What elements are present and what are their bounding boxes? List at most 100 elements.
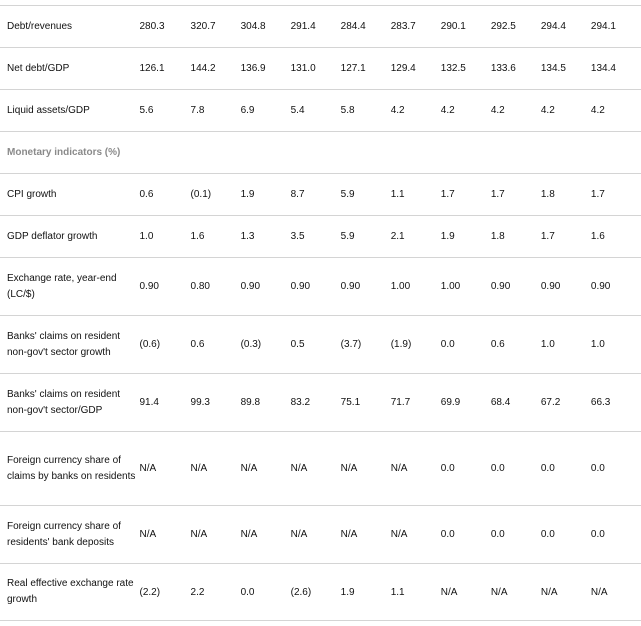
table-cell: 0.0: [440, 529, 455, 540]
table-cell: 2.1: [390, 231, 405, 242]
row-label: Debt/revenues: [7, 20, 73, 32]
table-cell: 91.4: [139, 397, 159, 408]
table-cell: 1.8: [540, 189, 555, 200]
table-cell: (2.6): [290, 586, 312, 598]
table-cell: 69.9: [440, 397, 461, 408]
table-cell: 66.3: [590, 397, 611, 408]
table-cell: 0.80: [190, 281, 210, 292]
table-cell: 127.1: [340, 63, 366, 74]
table-row: Net debt/GDP 126.1 144.2 136.9 131.0 127.1 129…: [0, 47, 641, 89]
table-cell: 1.7: [590, 189, 605, 200]
table-cell: 126.1: [139, 63, 165, 74]
table-cell: 1.7: [440, 189, 455, 200]
table-cell: 4.2: [440, 105, 455, 116]
table-cell: 3.5: [290, 231, 305, 242]
table-cell: N/A: [590, 586, 608, 598]
table-cell: N/A: [390, 463, 408, 474]
table-cell: (0.1): [190, 189, 212, 200]
table-row: Foreign currency share of claims by bank…: [0, 431, 641, 505]
table-cell: 89.8: [240, 397, 261, 408]
table-cell: 1.1: [390, 586, 405, 598]
table-cell: 67.2: [540, 397, 561, 408]
table-row: Real effective exchange rate growth (2.2)…: [0, 563, 641, 621]
row-label: CPI growth: [7, 188, 57, 200]
table-cell: 1.3: [240, 231, 255, 242]
table-cell: (0.6): [139, 339, 161, 350]
table-cell: 5.6: [139, 105, 154, 116]
table-cell: N/A: [340, 529, 358, 540]
table-cell: 0.90: [340, 281, 361, 292]
table-cell: N/A: [139, 529, 157, 540]
table-cell: 1.00: [440, 281, 461, 292]
table-row: CPI growth 0.6 (0.1) 1.9 8.7 5.9 1.1 1.7 1.7 1.8 1…: [0, 173, 641, 215]
table-cell: (3.7): [340, 339, 362, 350]
table-cell: 4.2: [390, 105, 405, 116]
table-cell: N/A: [490, 586, 508, 598]
table-cell: 304.8: [240, 21, 266, 32]
table-cell: N/A: [540, 586, 558, 598]
table-cell: 129.4: [390, 63, 416, 74]
table-row: Liquid assets/GDP 5.6 7.8 6.9 5.4 5.8 4.2 4.2 4.…: [0, 89, 641, 131]
table-cell: 71.7: [390, 397, 411, 408]
table-cell: 5.8: [340, 105, 355, 116]
table-cell: 1.9: [340, 586, 355, 598]
table-cell: 5.9: [340, 231, 355, 242]
table-row: Foreign currency share of residents' ban…: [0, 505, 641, 563]
table-cell: 0.6: [490, 339, 505, 350]
table-cell: 0.90: [139, 281, 159, 292]
table-cell: 0.90: [290, 281, 311, 292]
table-cell: 320.7: [190, 21, 216, 32]
row-label: Foreign currency share of claims by bank…: [7, 454, 136, 482]
table-cell: 0.90: [490, 281, 511, 292]
table-cell: 1.6: [590, 231, 605, 242]
table-cell: N/A: [190, 529, 208, 540]
table-cell: 1.00: [390, 281, 411, 292]
row-label: Net debt/GDP: [7, 62, 70, 74]
table-cell: (1.9): [390, 339, 412, 350]
table-cell: N/A: [240, 529, 258, 540]
table-cell: (2.2): [139, 586, 161, 598]
table-cell: 7.8: [190, 105, 205, 116]
table-cell: 1.6: [190, 231, 205, 242]
table-cell: 0.90: [240, 281, 261, 292]
table-cell: N/A: [139, 463, 157, 474]
table-cell: 83.2: [290, 397, 311, 408]
table-cell: 6.9: [240, 105, 255, 116]
table-cell: 134.5: [540, 63, 566, 74]
table-cell: 284.4: [340, 21, 366, 32]
table-cell: N/A: [190, 463, 208, 474]
data-table: Debt/revenues 280.3 320.7 304.8 291.4 284.4 28…: [0, 5, 641, 621]
table-cell: 2.2: [190, 586, 205, 598]
table-cell: N/A: [290, 529, 308, 540]
table-cell: 5.4: [290, 105, 305, 116]
table-cell: 1.0: [590, 339, 605, 350]
table-cell: N/A: [340, 463, 358, 474]
table-cell: 0.5: [290, 339, 305, 350]
table-cell: N/A: [290, 463, 308, 474]
table-cell: 0.0: [590, 463, 605, 474]
table-cell: 0.0: [490, 463, 505, 474]
table-cell: 132.5: [440, 63, 466, 74]
table-cell: 1.7: [490, 189, 505, 200]
section-header-row: Monetary indicators (%): [0, 131, 641, 173]
table-cell: 1.7: [540, 231, 555, 242]
table-cell: 1.9: [440, 231, 455, 242]
table-cell: 131.0: [290, 63, 316, 74]
table-cell: 136.9: [240, 63, 266, 74]
table-cell: 292.5: [490, 21, 516, 32]
table-cell: 283.7: [390, 21, 416, 32]
table-cell: 134.4: [590, 63, 616, 74]
row-label: Exchange rate, year-end (LC/$): [7, 272, 117, 300]
table-cell: 75.1: [340, 397, 361, 408]
table-cell: N/A: [440, 586, 458, 598]
table-cell: 1.8: [490, 231, 505, 242]
table-cell: 1.9: [240, 189, 255, 200]
table-cell: 1.1: [390, 189, 405, 200]
table-cell: 1.0: [540, 339, 555, 350]
table-cell: 68.4: [490, 397, 511, 408]
row-label: Real effective exchange rate growth: [7, 578, 134, 605]
table-cell: 294.4: [540, 21, 566, 32]
table-cell: 0.0: [440, 339, 455, 350]
table-cell: 280.3: [139, 21, 165, 32]
row-label: Banks' claims on resident non-gov't sect…: [7, 388, 121, 416]
